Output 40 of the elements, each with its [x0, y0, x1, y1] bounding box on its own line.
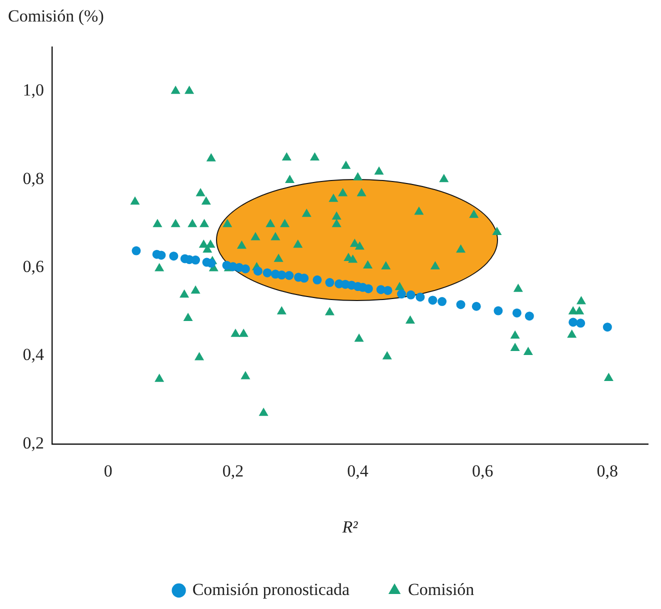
- point: [284, 270, 294, 280]
- point: [568, 318, 578, 327]
- y-tick-label: 0,8: [22, 168, 44, 188]
- point: [456, 300, 466, 310]
- point: [169, 252, 178, 261]
- point: [240, 264, 250, 274]
- y-tick-label: 0,4: [22, 345, 44, 364]
- y-axis-title: Comisión (%): [8, 6, 104, 26]
- x-tick-label: 0: [104, 462, 112, 481]
- point: [428, 296, 438, 305]
- x-axis-title: R²: [341, 517, 359, 536]
- y-tick-label: 0,2: [22, 433, 44, 452]
- y-tick-label: 0,6: [22, 257, 44, 276]
- legend-label: Comisión: [408, 580, 475, 599]
- point: [132, 246, 141, 256]
- point: [364, 284, 373, 294]
- point: [494, 306, 503, 316]
- point: [383, 286, 392, 295]
- point: [325, 278, 334, 288]
- point: [277, 270, 286, 280]
- legend-label: Comisión pronosticada: [192, 580, 350, 599]
- point: [416, 292, 425, 302]
- x-tick-label: 0,4: [347, 462, 369, 481]
- point: [512, 308, 522, 318]
- point: [602, 322, 612, 332]
- point: [191, 256, 200, 265]
- point: [406, 290, 416, 300]
- point: [472, 302, 481, 311]
- point: [253, 266, 262, 276]
- point: [262, 268, 272, 278]
- x-tick-label: 0,6: [472, 462, 494, 481]
- point: [396, 290, 406, 299]
- y-tick-label: 1,0: [22, 80, 44, 100]
- point: [524, 312, 534, 321]
- point: [312, 275, 322, 284]
- x-tick-label: 0,8: [596, 462, 618, 481]
- x-tick-label: 0,2: [222, 462, 244, 481]
- point: [438, 297, 447, 306]
- point: [576, 318, 586, 328]
- point: [300, 274, 309, 283]
